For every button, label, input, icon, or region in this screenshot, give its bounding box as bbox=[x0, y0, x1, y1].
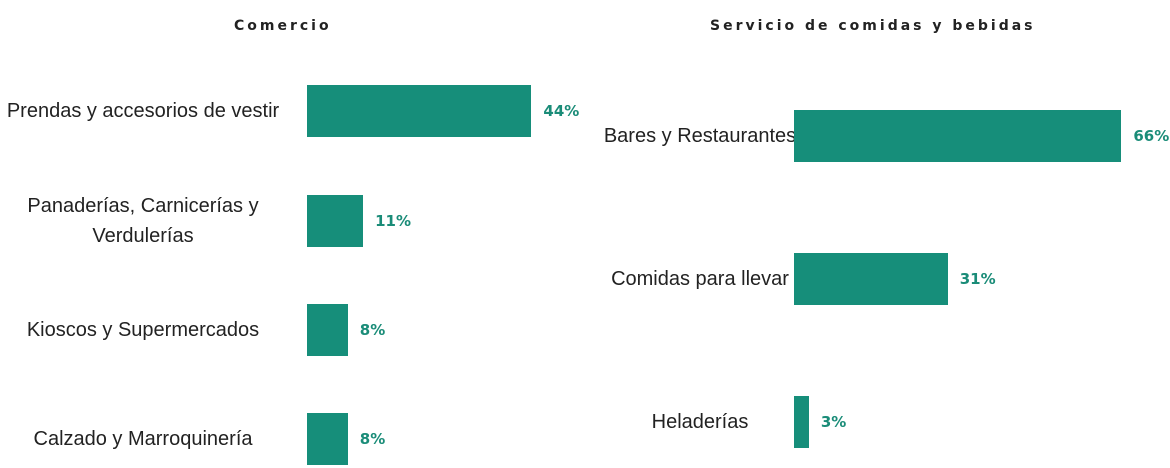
category-label: Heladerías bbox=[651, 411, 749, 433]
category-label: Panaderías, Carnicerías y Verdulerías bbox=[27, 195, 259, 247]
category-label: Prendas y accesorios de vestir bbox=[6, 100, 280, 122]
value-label: 8% bbox=[359, 430, 386, 448]
bar bbox=[307, 413, 348, 465]
chart-title: Servicio de comidas y bebidas bbox=[710, 18, 1036, 34]
bar bbox=[794, 253, 948, 305]
bar bbox=[307, 85, 532, 137]
value-label: 11% bbox=[375, 212, 411, 230]
bar bbox=[794, 396, 809, 448]
category-label: Kioscos y Supermercados bbox=[26, 319, 260, 341]
value-label: 31% bbox=[959, 270, 996, 288]
bar bbox=[307, 304, 348, 356]
bar bbox=[794, 110, 1122, 162]
value-label: 3% bbox=[820, 413, 847, 431]
category-label: Bares y Restaurantes bbox=[603, 125, 797, 147]
category-label: Calzado y Marroquinería bbox=[33, 428, 253, 450]
value-label: 8% bbox=[359, 321, 386, 339]
value-label: 44% bbox=[543, 102, 580, 120]
bar bbox=[307, 195, 364, 247]
value-label: 66% bbox=[1133, 127, 1170, 145]
category-label: Comidas para llevar bbox=[611, 268, 789, 290]
chart-title: Comercio bbox=[234, 18, 332, 34]
